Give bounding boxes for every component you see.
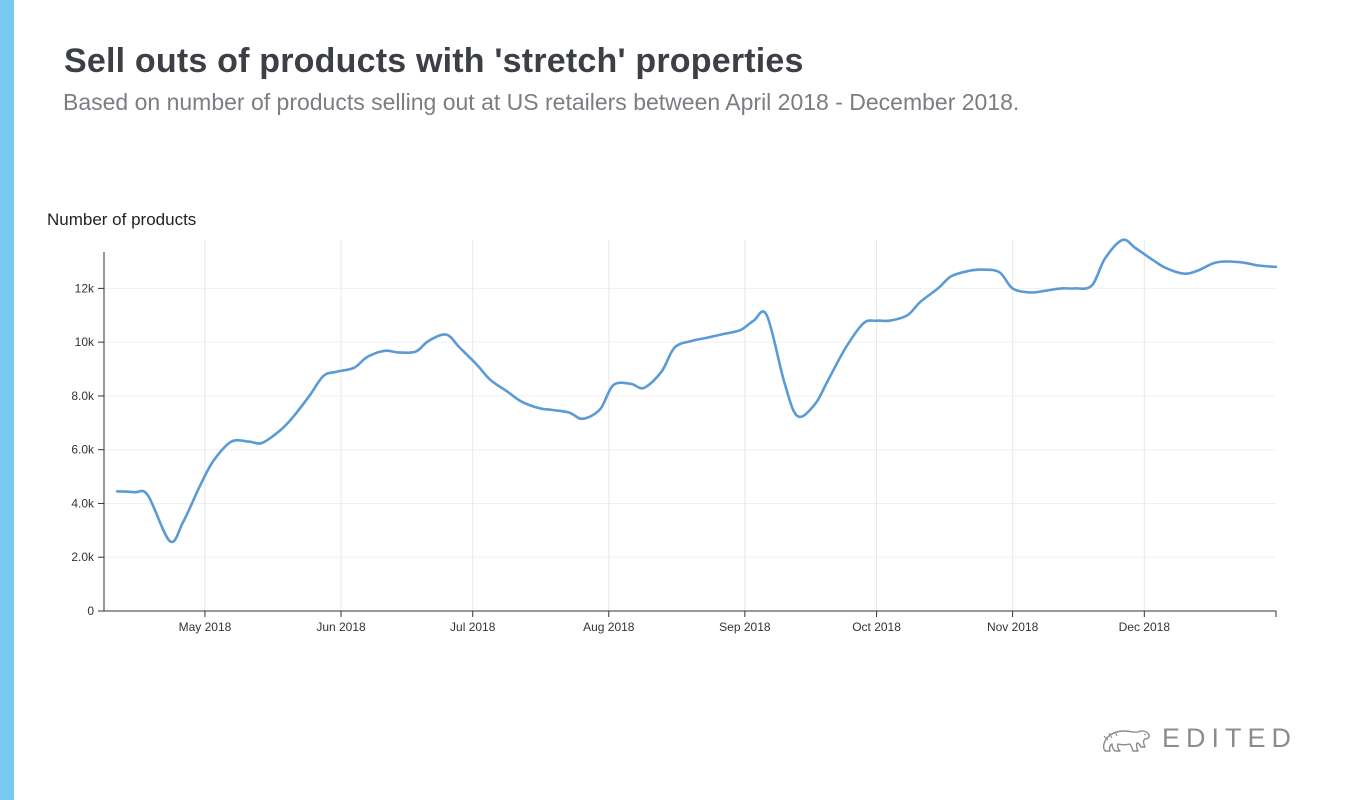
y-tick-label: 12k <box>75 281 95 295</box>
y-tick-label: 0 <box>87 604 94 618</box>
series-layer <box>115 238 1278 544</box>
axis-layer: 0 2.0k 4.0k 6.0k 8.0k 10k 12k May 2018 Jun 2018 J… <box>71 252 1277 634</box>
x-tick-label: Sep 2018 <box>719 620 771 634</box>
y-tick-label: 6.0k <box>71 443 95 457</box>
y-axis-label: Number of products <box>47 210 197 229</box>
edited-logo: EDITED <box>1100 718 1297 758</box>
brand-name: EDITED <box>1162 722 1298 753</box>
y-tick-label: 4.0k <box>71 496 95 510</box>
y-tick-label: 10k <box>75 335 95 349</box>
x-tick-label: Aug 2018 <box>583 620 635 634</box>
grid-layer <box>104 240 1276 611</box>
chart-title: Sell outs of products with 'stretch' pro… <box>64 42 804 80</box>
x-tick-label: Oct 2018 <box>852 620 901 634</box>
x-tick-label: Jul 2018 <box>450 620 496 634</box>
chart-subtitle: Based on number of products selling out … <box>63 89 1020 115</box>
accent-bar <box>0 0 14 800</box>
polar-bear-icon <box>1102 730 1150 752</box>
series-line <box>115 238 1278 544</box>
x-tick-label: Jun 2018 <box>316 620 366 634</box>
x-tick-label: Dec 2018 <box>1119 620 1171 634</box>
y-tick-label: 2.0k <box>71 550 95 564</box>
x-tick-label: May 2018 <box>179 620 232 634</box>
x-tick-label: Nov 2018 <box>987 620 1039 634</box>
y-tick-label: 8.0k <box>71 389 95 403</box>
